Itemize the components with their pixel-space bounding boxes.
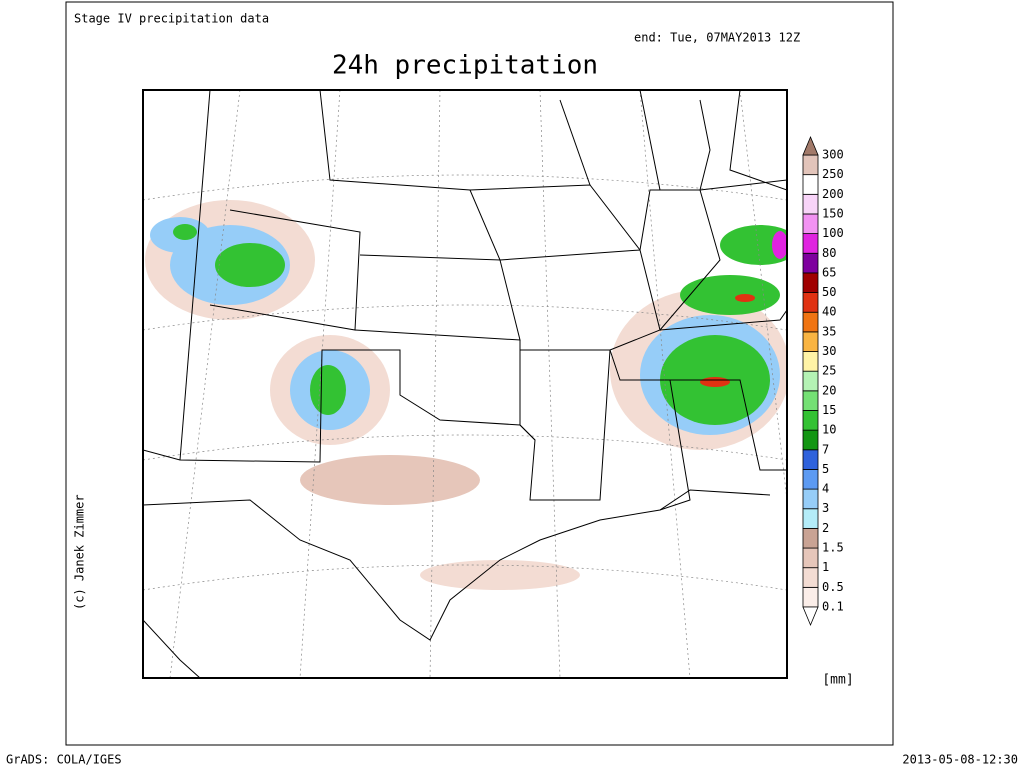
- colorbar-box: [802, 331, 819, 352]
- colorbar-label: 40: [822, 305, 836, 319]
- colorbar-label: 10: [822, 423, 836, 437]
- colorbar-label: 7: [822, 442, 829, 456]
- colorbar-box: [802, 272, 819, 293]
- colorbar-label: 25: [822, 364, 836, 378]
- colorbar-label: 1: [822, 560, 829, 574]
- colorbar-box: [802, 252, 819, 274]
- colorbar-label: 5: [822, 462, 829, 476]
- colorbar-box: [802, 390, 819, 411]
- colorbar-label: 20: [822, 383, 836, 397]
- colorbar-label: 35: [822, 324, 836, 338]
- colorbar-box: [802, 547, 819, 569]
- colorbar-box: [802, 370, 819, 392]
- colorbar-label: 30: [822, 344, 836, 358]
- colorbar-label: 300: [822, 148, 844, 162]
- map-frame: [142, 89, 788, 679]
- footer-right: 2013-05-08-12:30: [902, 753, 1018, 767]
- colorbar-box: [802, 154, 819, 176]
- colorbar-label: 50: [822, 285, 836, 299]
- colorbar-box: [802, 174, 819, 195]
- colorbar-box: [802, 586, 819, 608]
- colorbar-label: 1.5: [822, 541, 844, 555]
- colorbar-label: 65: [822, 265, 836, 279]
- colorbar: 0.1 0.5 1 1.5 2 3 4 5 7 10 15 20 25 30 35 40 50 65 80 100 15…: [802, 135, 844, 627]
- colorbar-box: [802, 508, 819, 529]
- outer-frame: [65, 1, 894, 746]
- colorbar-box: [802, 213, 819, 235]
- graticule: [143, 90, 787, 678]
- colorbar-label: 2: [822, 521, 829, 535]
- source-label: Stage IV precipitation data: [74, 12, 269, 26]
- colorbar-label: 250: [822, 167, 844, 181]
- colorbar-box: [802, 193, 819, 215]
- colorbar-label: 3: [822, 501, 829, 515]
- credit: (c) Janek Zimmer: [73, 494, 87, 610]
- colorbar-label: 4: [822, 482, 829, 496]
- colorbar-box: [802, 410, 819, 431]
- colorbar-box: [802, 292, 819, 313]
- colorbar-under: [802, 606, 819, 627]
- colorbar-box: [802, 449, 819, 470]
- colorbar-box: [802, 311, 819, 333]
- colorbar-over: [802, 135, 819, 156]
- colorbar-label: 200: [822, 187, 844, 201]
- end-time: end: Tue, 07MAY2013 12Z: [634, 31, 800, 45]
- colorbar-box: [802, 351, 819, 372]
- colorbar-box: [802, 567, 819, 588]
- colorbar-label: 100: [822, 226, 844, 240]
- colorbar-label: 150: [822, 206, 844, 220]
- map-title: 24h precipitation: [332, 51, 598, 81]
- state-borders: [143, 90, 787, 678]
- footer-left: GrADS: COLA/IGES: [6, 753, 122, 767]
- colorbar-box: [802, 488, 819, 510]
- colorbar-label: 80: [822, 246, 836, 260]
- colorbar-label: 15: [822, 403, 836, 417]
- precipitation-field: [145, 200, 787, 590]
- map: [142, 89, 788, 679]
- colorbar-box: [802, 469, 819, 490]
- colorbar-label: 0.1: [822, 600, 844, 614]
- colorbar-box: [802, 233, 819, 254]
- colorbar-label: 0.5: [822, 580, 844, 594]
- unit-label: [mm]: [822, 673, 853, 688]
- colorbar-box: [802, 527, 819, 549]
- colorbar-box: [802, 429, 819, 451]
